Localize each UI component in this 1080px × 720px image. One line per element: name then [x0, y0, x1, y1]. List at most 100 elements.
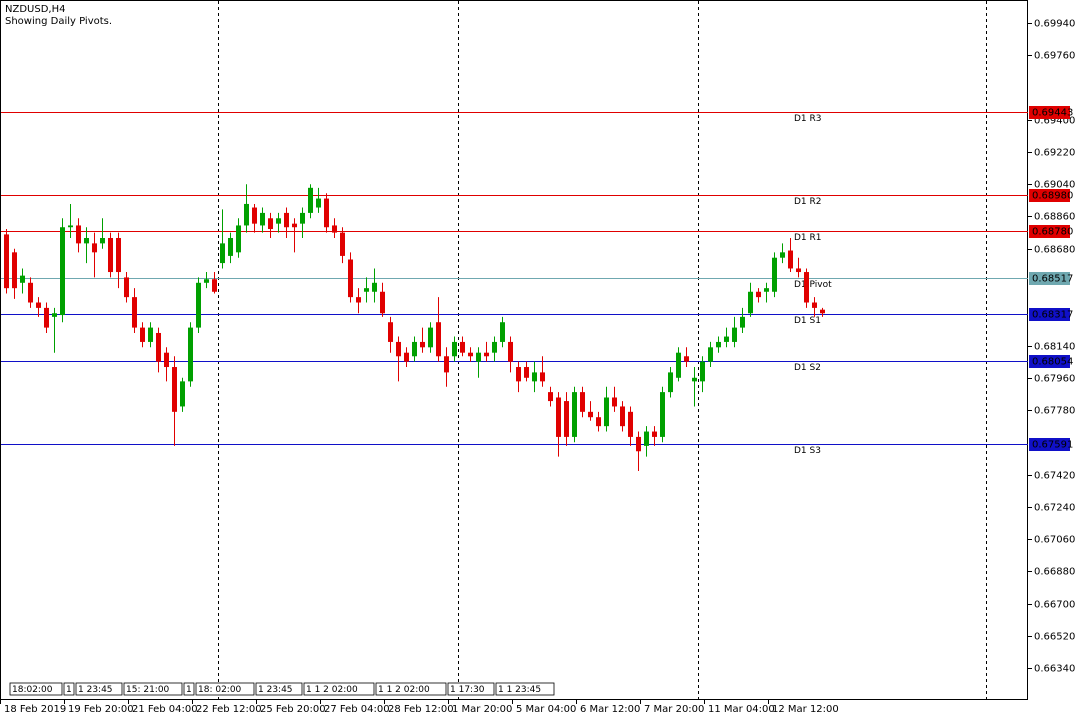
x-tick-label: 12 Mar 12:00 [772, 704, 839, 715]
y-tick-label: 0.66520 [1034, 632, 1075, 643]
candle-body [540, 372, 545, 382]
candle-body [620, 406, 625, 427]
time-marker: 1 23:45 [78, 685, 113, 695]
x-tick-label: 27 Feb 04:00 [324, 704, 390, 715]
time-marker: 1 1 2 02:00 [378, 685, 430, 695]
candle-body [212, 279, 217, 292]
price-label: 0.68980 [1032, 191, 1073, 202]
candle-body [12, 252, 17, 289]
candle-body [108, 237, 113, 273]
candle-body [748, 291, 753, 314]
candle-body [764, 288, 769, 292]
candle-body [124, 277, 129, 298]
candle-body [412, 341, 417, 357]
price-label-box [1029, 308, 1070, 321]
y-tick-label: 0.68680 [1034, 245, 1075, 256]
y-tick-label: 0.67780 [1034, 406, 1075, 417]
price-label: 0.67591 [1032, 440, 1073, 451]
x-tick-label: 6 Mar 12:00 [580, 704, 640, 715]
candle-body [284, 212, 289, 228]
time-marker-box [375, 682, 447, 696]
candle-body [220, 243, 225, 264]
candle-body [532, 372, 537, 382]
x-tick-label: 21 Feb 04:00 [132, 704, 198, 715]
candle-body [132, 297, 137, 328]
candle-body [588, 411, 593, 418]
pivot-name: D1 S1 [794, 316, 821, 326]
y-tick-label: 0.69040 [1034, 180, 1075, 191]
candle-body [324, 198, 329, 228]
candle-body [716, 341, 721, 348]
y-tick-label: 0.69220 [1034, 148, 1075, 159]
candle-body [708, 347, 713, 362]
price-label-box [1029, 438, 1070, 451]
candle-body [484, 352, 489, 357]
candle-body [652, 431, 657, 437]
time-marker-box [75, 682, 123, 696]
candle-body [756, 291, 761, 298]
y-tick-label: 0.67240 [1034, 503, 1075, 514]
x-tick-label: 1 Mar 20:00 [452, 704, 512, 715]
y-tick-label: 0.69400 [1034, 116, 1075, 127]
candle-body [68, 225, 73, 228]
y-tick-label: 0.66880 [1034, 567, 1075, 578]
candle-body [820, 309, 825, 314]
candle-body [772, 257, 777, 292]
candle-body [660, 392, 665, 437]
time-marker-box [183, 682, 195, 696]
time-marker-box [195, 682, 255, 696]
y-tick-label: 0.67960 [1034, 374, 1075, 385]
candle-body [468, 352, 473, 357]
candle-body [236, 225, 241, 253]
y-tick-label: 0.67420 [1034, 471, 1075, 482]
price-label: 0.68054 [1032, 357, 1073, 368]
candle-body [156, 332, 161, 362]
candle-body [668, 372, 673, 393]
candle-body [180, 381, 185, 407]
candle-body [260, 212, 265, 226]
time-marker: 1 23:45 [258, 685, 293, 695]
x-tick-label: 5 Mar 04:00 [516, 704, 576, 715]
pivot-name: D1 Pivot [794, 280, 832, 290]
x-tick-label: 7 Mar 20:00 [644, 704, 704, 715]
candle-body [796, 268, 801, 273]
candle-body [492, 341, 497, 353]
candle-body [628, 411, 633, 437]
candle-body [308, 187, 313, 213]
candle-body [524, 367, 529, 378]
time-marker: 18:02:00 [12, 685, 53, 695]
candle-body [428, 327, 433, 348]
candle-body [556, 397, 561, 437]
candle-body [604, 397, 609, 427]
candle-body [356, 297, 361, 303]
y-tick-label: 0.69760 [1034, 51, 1075, 62]
candle-body [500, 322, 505, 342]
plot-frame [0, 0, 1028, 700]
chart-subtitle: Showing Daily Pivots. [5, 16, 112, 27]
pivot-name: D1 S3 [794, 446, 821, 456]
time-marker-box [9, 682, 63, 696]
y-tick-label: 0.69940 [1034, 19, 1075, 30]
candle-body [196, 282, 201, 328]
candle-body [116, 237, 121, 273]
candle-body [700, 361, 705, 382]
candle-body [804, 272, 809, 303]
candle-body [172, 367, 177, 412]
candle-body [476, 352, 481, 362]
candle-body [612, 397, 617, 407]
price-label-box [1029, 355, 1070, 368]
candle-body [332, 225, 337, 233]
candle-body [444, 356, 449, 373]
candle-body [548, 392, 553, 402]
candle-body [372, 282, 377, 292]
candle-body [164, 352, 169, 368]
candle-body [644, 431, 649, 446]
candle-body [572, 392, 577, 437]
candle-body [788, 250, 793, 269]
pivot-name: D1 R2 [794, 197, 822, 207]
time-marker: 1 [66, 685, 72, 695]
time-marker: 15: 21:00 [126, 685, 170, 695]
time-marker-box [495, 682, 555, 696]
candle-body [396, 341, 401, 357]
